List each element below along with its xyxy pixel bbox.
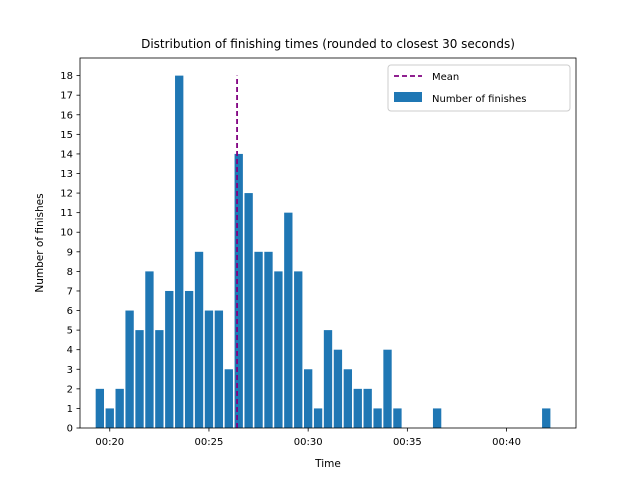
y-axis-label: Number of finishes	[34, 193, 46, 292]
y-tick-label: 12	[60, 189, 73, 200]
chart-title: Distribution of finishing times (rounded…	[141, 37, 515, 51]
bar	[145, 271, 154, 428]
plot-frame	[79, 57, 577, 429]
y-tick-label: 14	[60, 149, 73, 160]
y-tick-label: 5	[67, 326, 73, 337]
bar	[125, 310, 134, 428]
bar	[155, 330, 164, 428]
y-tick-label: 8	[67, 267, 73, 278]
bar	[353, 388, 362, 428]
bar	[244, 193, 253, 428]
bar	[373, 408, 382, 428]
y-tick-label: 16	[60, 110, 73, 121]
y-tick-label: 6	[67, 306, 73, 317]
legend: Mean Number of finishes	[387, 64, 571, 112]
bar	[294, 271, 303, 428]
legend-box	[387, 64, 571, 112]
y-tick-label: 10	[60, 228, 73, 239]
bar	[214, 310, 224, 428]
y-tick-label: 18	[60, 71, 73, 82]
bar	[165, 290, 174, 428]
bar	[313, 408, 323, 428]
bar	[184, 290, 194, 428]
bar	[323, 330, 333, 428]
bar	[363, 388, 372, 428]
bar	[432, 408, 442, 428]
y-tick-label: 13	[60, 169, 73, 180]
bar	[264, 251, 273, 428]
y-tick-label: 15	[60, 130, 73, 141]
y-tick-label: 4	[67, 345, 73, 356]
bar	[303, 369, 313, 428]
y-tick-label: 2	[67, 384, 73, 395]
bar	[393, 408, 402, 428]
bar	[105, 408, 114, 428]
bars-group	[95, 75, 551, 429]
y-tick-label: 9	[67, 247, 73, 258]
y-tick-label: 11	[60, 208, 73, 219]
bar	[175, 75, 184, 428]
y-tick-label: 17	[60, 91, 73, 102]
legend-bars-label: Number of finishes	[432, 94, 527, 105]
x-axis-label: Time	[314, 458, 341, 470]
bar	[383, 349, 392, 428]
bar	[115, 388, 124, 428]
bar	[542, 408, 551, 428]
y-tick-label: 3	[67, 365, 73, 376]
bar	[274, 271, 283, 428]
bar	[234, 153, 243, 429]
bar	[194, 251, 204, 428]
x-tick-label: 00:35	[393, 437, 422, 448]
y-tick-label: 1	[67, 404, 73, 415]
bar	[333, 349, 343, 428]
bar	[95, 388, 105, 428]
bar	[135, 330, 144, 428]
y-tick-label: 0	[67, 424, 73, 435]
x-tick-label: 00:25	[195, 437, 224, 448]
legend-mean-label: Mean	[432, 72, 459, 83]
x-tick-label: 00:30	[294, 437, 323, 448]
x-axis-ticks: 00:20 00:25 00:30 00:35 00:40	[95, 428, 521, 448]
y-tick-label: 7	[67, 286, 73, 297]
bar	[343, 369, 353, 428]
bar	[284, 212, 293, 428]
bar	[204, 310, 214, 428]
legend-bars-swatch	[394, 92, 422, 102]
x-tick-label: 00:40	[492, 437, 521, 448]
bar	[224, 369, 233, 428]
bar	[254, 251, 263, 428]
x-tick-label: 00:20	[95, 437, 124, 448]
